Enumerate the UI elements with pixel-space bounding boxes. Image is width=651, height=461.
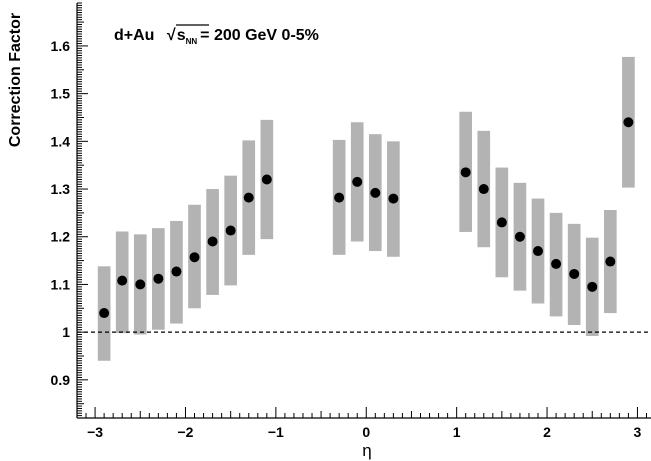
y-tick-label: 1.3 (51, 181, 71, 197)
x-tick-label: 2 (543, 424, 551, 440)
data-point-8 (243, 192, 254, 203)
data-point-18 (533, 246, 544, 257)
data-point-12 (370, 187, 381, 198)
chart-title-prefix: d+Au (114, 27, 154, 44)
data-point-19 (551, 258, 562, 269)
y-tick-label: 0.9 (51, 372, 71, 388)
x-axis-title: η (362, 441, 371, 460)
y-tick-label: 1.2 (51, 229, 71, 245)
y-tick-label: 1 (62, 324, 70, 340)
x-tick-label: −2 (177, 424, 193, 440)
data-point-13 (388, 193, 399, 204)
data-point-7 (225, 225, 236, 236)
data-point-11 (352, 176, 363, 187)
x-tick-label: −1 (268, 424, 284, 440)
data-point-0 (99, 308, 110, 319)
x-tick-label: −3 (87, 424, 103, 440)
y-tick-label: 1.5 (51, 86, 71, 102)
x-tick-label: 3 (634, 424, 642, 440)
data-point-5 (189, 252, 200, 263)
data-point-4 (171, 266, 182, 277)
data-point-21 (587, 281, 598, 292)
x-tick-label: 1 (453, 424, 461, 440)
chart-title-sub: NN (186, 37, 198, 46)
y-axis-title: Correction Factor (7, 13, 24, 147)
data-point-3 (153, 273, 164, 284)
data-point-17 (514, 231, 525, 242)
data-point-1 (117, 275, 128, 286)
chart-title: d+Au √sNN = 200 GeV 0-5% (114, 27, 319, 46)
y-tick-label: 1.4 (51, 133, 71, 149)
x-tick-label: 0 (362, 424, 370, 440)
chart-title-suffix: = 200 GeV 0-5% (200, 27, 319, 44)
data-point-2 (135, 279, 146, 290)
y-tick-label: 1.1 (51, 276, 71, 292)
y-tick-label: 1.6 (51, 38, 71, 54)
data-point-20 (569, 268, 580, 279)
data-points (99, 117, 634, 319)
data-point-10 (334, 192, 345, 203)
data-point-14 (460, 167, 471, 178)
data-point-15 (478, 184, 489, 195)
uncertainty-bands (97, 56, 635, 361)
data-point-6 (207, 236, 218, 247)
data-point-9 (261, 174, 272, 185)
chart-title-var: s (177, 27, 186, 44)
data-point-23 (623, 117, 634, 128)
data-point-16 (496, 217, 507, 228)
data-point-22 (605, 256, 616, 267)
axes: −3 −2 −1 0 1 2 3 0.9 1 1.1 1.2 1.3 1.4 1.5 1.6 (51, 2, 651, 440)
chart-title-radical: √ (167, 27, 176, 44)
